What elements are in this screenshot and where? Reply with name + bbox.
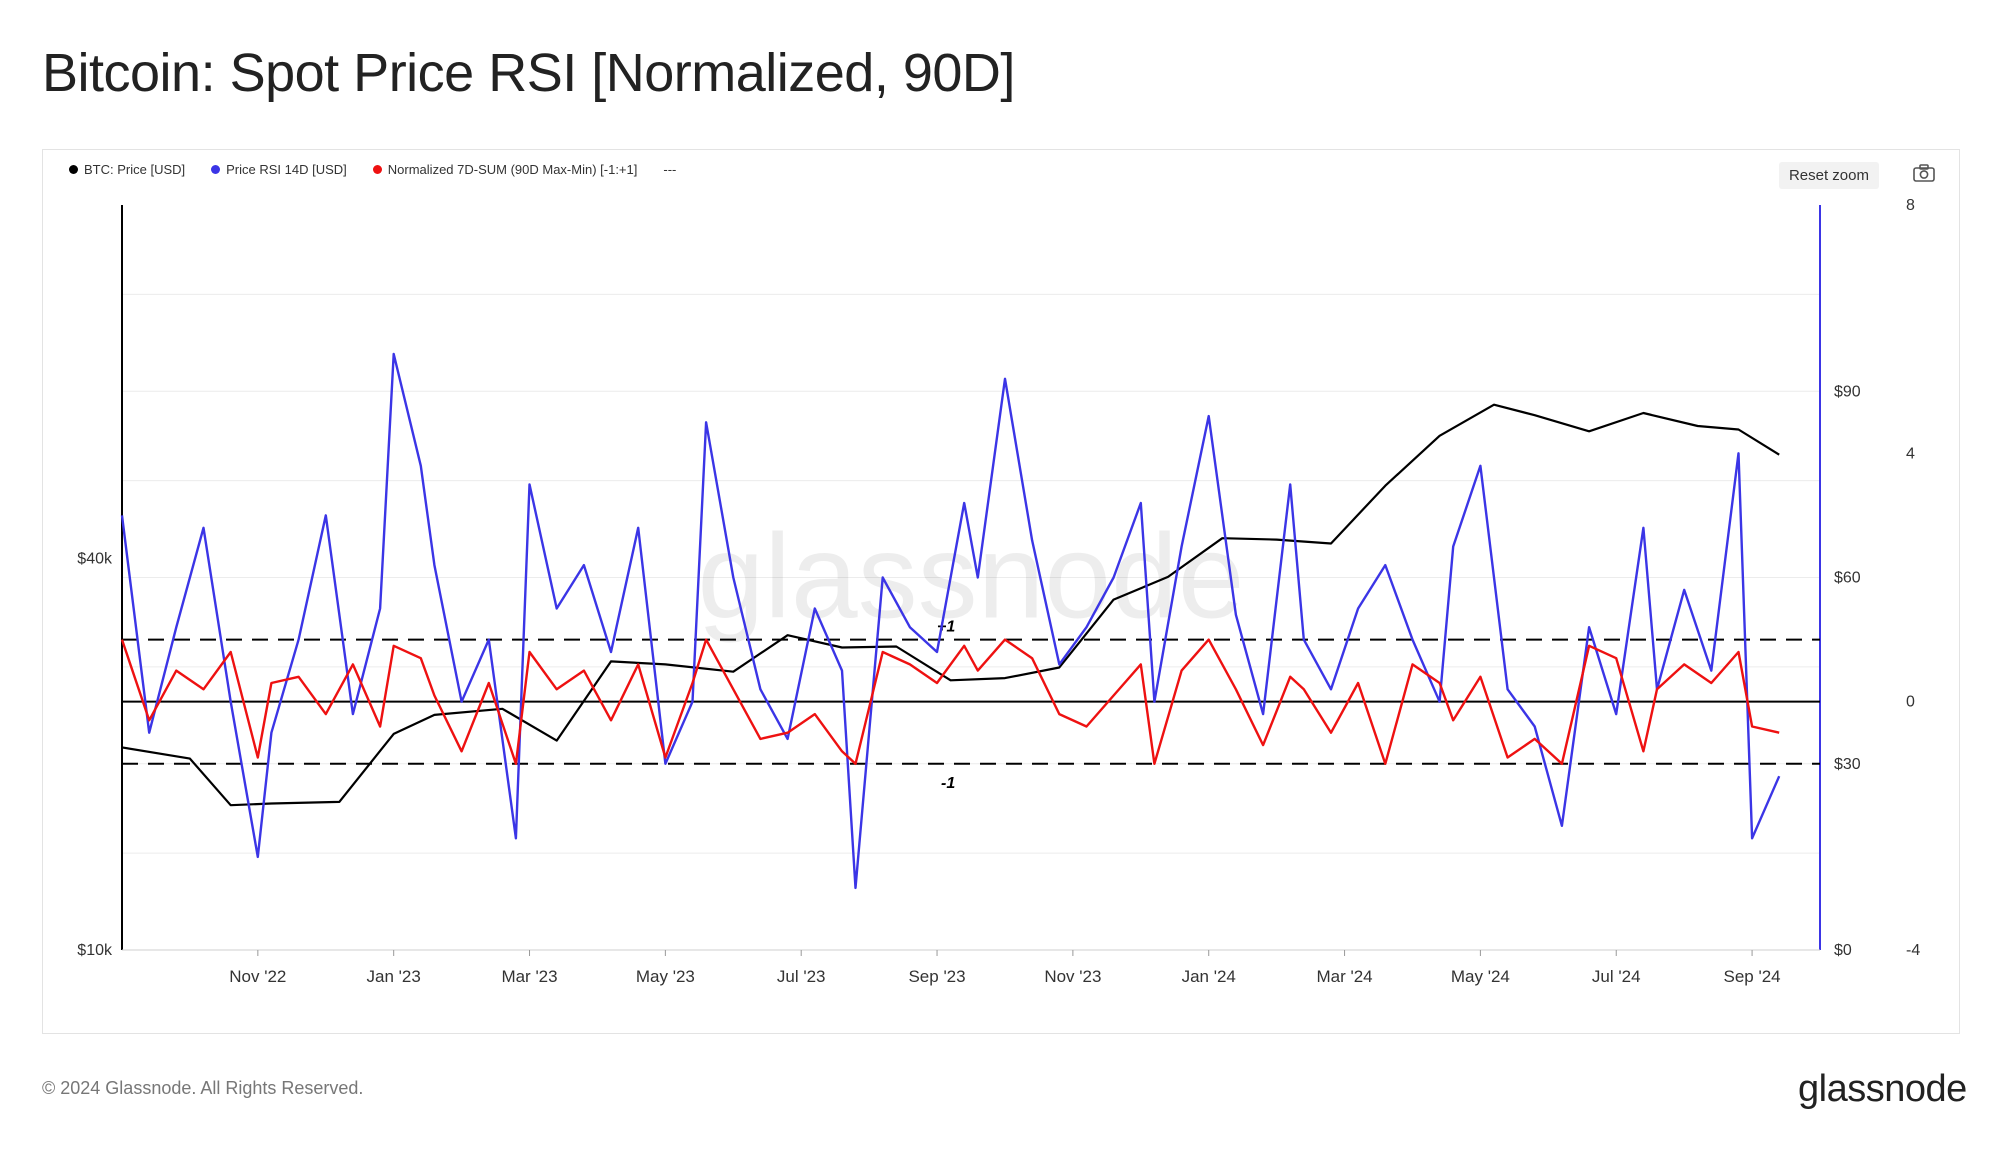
x-tick-label: Sep '23 [908,967,965,986]
legend-dot-icon [372,165,382,174]
y-right-rsi-tick-label: $0 [1834,942,1852,959]
legend-label: Price RSI 14D [USD] [226,162,347,177]
series-line [120,638,1780,765]
legend-label: Normalized 7D-SUM (90D Max-Min) [-1:+1] [387,162,638,177]
series-2 [120,638,1780,765]
y-left-tick-label: $10k [77,942,113,959]
legend-dot-icon [211,165,221,174]
legend: BTC: Price [USD] Price RSI 14D [USD] Nor… [69,162,676,177]
x-tick-label: Jul '24 [1592,967,1641,986]
legend-label: --- [663,162,677,177]
x-tick-label: May '24 [1451,967,1510,986]
legend-item-btc-price[interactable]: BTC: Price [USD] [69,162,185,177]
reset-zoom-button[interactable]: Reset zoom [1778,162,1879,189]
x-tick-label: May '23 [636,967,695,986]
chart-panel: BTC: Price [USD] Price RSI 14D [USD] Nor… [42,149,1960,1034]
copyright-text: © 2024 Glassnode. All Rights Reserved. [42,1078,364,1098]
y-right-rsi-tick-label: $90 [1834,383,1861,400]
y-right-rsi-tick-label: $60 [1834,570,1861,587]
series-line [120,352,1781,890]
x-tick-label: Nov '22 [229,967,286,986]
legend-item-dashed[interactable]: --- [663,162,676,177]
y-left-tick-label: $40k [77,551,113,568]
x-tick-label: Jan '24 [1182,967,1236,986]
y-right-norm-tick-label: 4 [1906,445,1915,462]
legend-item-rsi[interactable]: Price RSI 14D [USD] [211,162,347,177]
x-tick-label: Mar '24 [1316,967,1372,986]
y-right-norm-tick-label: 8 [1906,197,1915,214]
camera-icon[interactable] [1913,164,1935,182]
x-tick-label: Nov '23 [1044,967,1101,986]
series-1 [120,352,1781,890]
legend-dot-icon [69,165,78,174]
x-tick-label: Mar '23 [501,967,557,986]
watermark-text: glassnode [697,510,1244,644]
glassnode-logo: glassnode [1798,1068,1967,1110]
legend-label: BTC: Price [USD] [84,162,186,177]
legend-item-normalized[interactable]: Normalized 7D-SUM (90D Max-Min) [-1:+1] [372,162,638,177]
series-0 [121,403,1780,807]
reference-line-label: -1 [941,775,955,792]
y-right-rsi-tick-label: $30 [1834,756,1861,773]
x-tick-label: Jul '23 [777,967,826,986]
y-right-norm-tick-label: 0 [1906,694,1915,711]
x-tick-label: Jan '23 [367,967,421,986]
page-title: Bitcoin: Spot Price RSI [Normalized, 90D… [42,43,1015,103]
x-tick-label: Sep '24 [1724,967,1781,986]
y-right-norm-tick-label: -4 [1906,942,1920,959]
series-line [121,403,1780,807]
